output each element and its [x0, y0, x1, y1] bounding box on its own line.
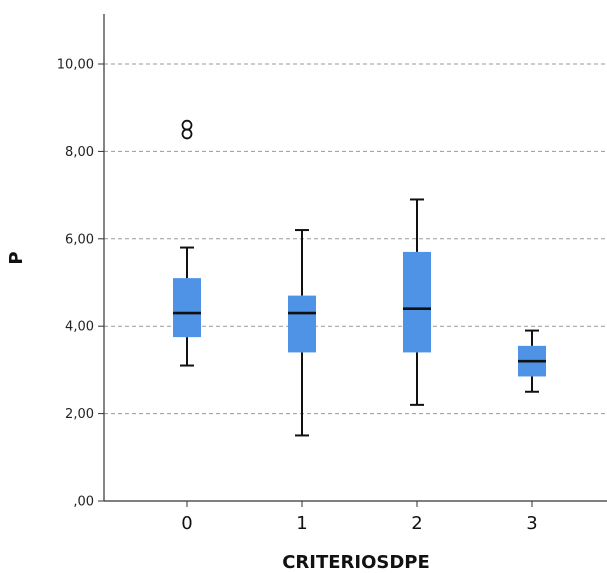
iqr-box: [173, 278, 201, 338]
iqr-box: [288, 295, 316, 353]
y-tick-labels: ,00 2,00 4,00 6,00 8,00 10,00: [57, 58, 104, 510]
y-tick-label: ,00: [73, 495, 94, 510]
y-tick-label: 10,00: [57, 58, 94, 73]
x-tick-labels: 0 1 2 3: [181, 501, 538, 534]
y-axis-title: P: [6, 251, 27, 264]
y-tick-label: 8,00: [65, 145, 94, 160]
box-group-2: [403, 198, 431, 406]
outlier-point: [181, 128, 193, 140]
y-tick-label: 4,00: [65, 320, 94, 335]
iqr-box: [403, 251, 431, 353]
outlier-point: [181, 119, 193, 131]
axes: [103, 14, 607, 502]
x-tick-label: 1: [296, 513, 307, 534]
x-tick-label: 3: [526, 513, 537, 534]
x-tick-label: 0: [181, 513, 192, 534]
box-group-3: [518, 329, 546, 393]
x-axis-title: CRITERIOSDPE: [282, 552, 430, 573]
y-tick-label: 6,00: [65, 232, 94, 247]
box-group-0: [173, 119, 201, 367]
boxes: [173, 119, 546, 437]
box-group-1: [288, 229, 316, 437]
y-tick-label: 2,00: [65, 407, 94, 422]
x-tick-label: 2: [411, 513, 422, 534]
